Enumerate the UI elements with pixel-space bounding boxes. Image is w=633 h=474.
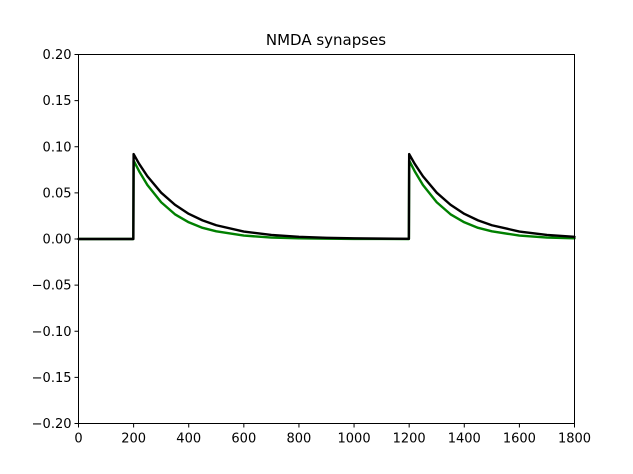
y-tick-label: −0.20 (32, 417, 72, 432)
x-tick-label: 1600 (503, 432, 536, 447)
y-tick-label: 0.15 (43, 94, 72, 109)
x-tick-label: 0 (74, 432, 82, 447)
y-tick-label: −0.10 (32, 325, 72, 340)
chart-title: NMDA synapses (266, 31, 386, 49)
series-line-1 (77, 152, 576, 241)
x-tick-label: 800 (287, 432, 312, 447)
y-tick-label: 0.10 (43, 140, 72, 155)
y-tick-label: 0.00 (43, 233, 72, 248)
x-tick-label: 1400 (448, 432, 481, 447)
x-tick-label: 600 (231, 432, 256, 447)
plot-frame (78, 54, 575, 424)
y-tick-label: 0.20 (43, 48, 72, 63)
x-tick-label: 1200 (393, 432, 426, 447)
x-tick-label: 1800 (558, 432, 591, 447)
y-tick-label: −0.15 (32, 371, 72, 386)
y-tick-label: −0.05 (32, 279, 72, 294)
series-layer (77, 152, 576, 241)
x-tick-label: 400 (176, 432, 201, 447)
y-tick-label: 0.05 (43, 186, 72, 201)
x-tick-label: 1000 (338, 432, 371, 447)
tick-layer: 0 200 400 600 800 1000 1200 1400 1600 1800 −0.20 −0… (32, 48, 591, 447)
x-tick-label: 200 (121, 432, 146, 447)
